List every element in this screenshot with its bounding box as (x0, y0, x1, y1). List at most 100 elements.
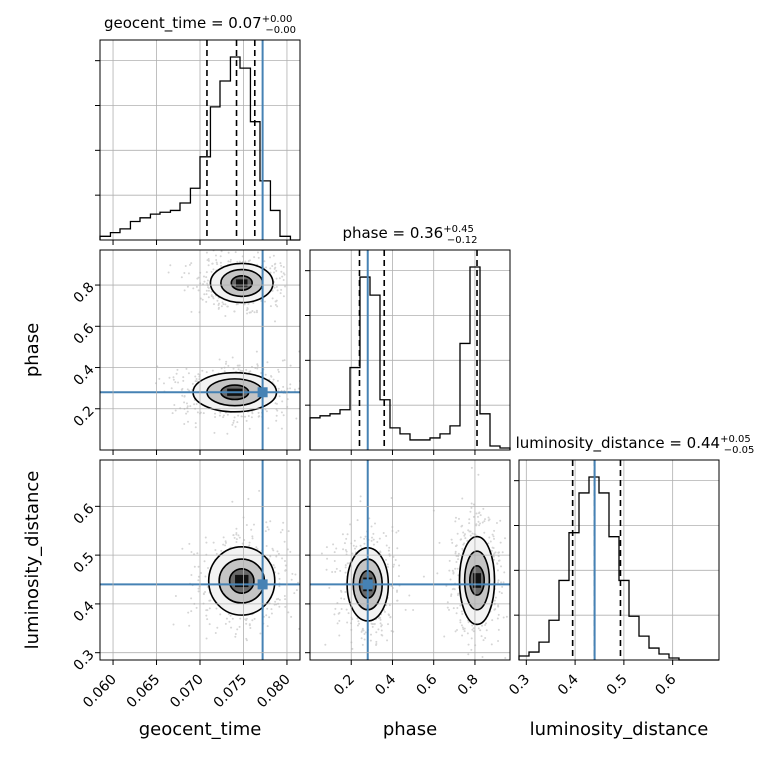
scatter-point (459, 538, 462, 541)
scatter-point (462, 628, 465, 631)
scatter-point (344, 549, 347, 552)
scatter-point (237, 534, 240, 537)
scatter-point (387, 613, 390, 616)
scatter-point (339, 569, 342, 572)
scatter-point (492, 535, 495, 538)
scatter-point (214, 415, 217, 418)
scatter-point (204, 536, 207, 539)
scatter-point (205, 293, 208, 296)
scatter-point (162, 382, 165, 385)
scatter-point (328, 586, 331, 589)
joint-grid (310, 460, 510, 660)
scatter-point (449, 578, 452, 581)
scatter-point (375, 640, 378, 643)
scatter-point (232, 421, 235, 424)
scatter-point (336, 622, 339, 625)
x-axis-label: geocent_time (139, 719, 262, 740)
scatter-point (271, 289, 274, 292)
scatter-point (448, 608, 451, 611)
scatter-point (273, 267, 276, 270)
scatter-point (482, 639, 485, 642)
scatter-point (246, 306, 249, 309)
scatter-point (476, 665, 478, 667)
scatter-point (325, 546, 328, 549)
scatter-point (379, 616, 382, 619)
x-tick-label: 0.6 (652, 671, 679, 698)
x-tick-label: 0.060 (80, 672, 120, 712)
scatter-point (281, 359, 284, 362)
scatter-point (281, 275, 284, 278)
scatter-point (168, 376, 171, 379)
scatter-point (451, 588, 454, 591)
scatter-point (253, 311, 256, 314)
scatter-point (256, 548, 259, 551)
scatter-point (476, 515, 479, 518)
x-tick-label: 0.065 (124, 672, 164, 712)
scatter-point (359, 662, 361, 664)
scatter-point (479, 522, 482, 525)
scatter-point (344, 571, 347, 574)
scatter-point (190, 551, 193, 554)
scatter-point (452, 572, 455, 575)
scatter-point (312, 380, 314, 382)
scatter-point (214, 412, 217, 415)
scatter-point (283, 540, 286, 543)
scatter-point (463, 630, 466, 633)
scatter-point (356, 617, 359, 620)
scatter-point (264, 373, 267, 376)
scatter-point (234, 251, 237, 254)
scatter-point (371, 625, 374, 628)
scatter-point (332, 543, 335, 546)
scatter-point (404, 608, 407, 611)
scatter-point (394, 558, 397, 561)
scatter-point (492, 546, 495, 549)
scatter-point (467, 621, 470, 624)
contour-line (228, 567, 255, 594)
scatter-point (224, 362, 227, 365)
scatter-point (451, 569, 454, 572)
scatter-point (196, 411, 199, 414)
scatter-point (259, 632, 262, 635)
scatter-point (197, 276, 200, 279)
contour-line (468, 565, 486, 596)
scatter-point (188, 624, 191, 627)
scatter-point (255, 546, 258, 549)
scatter-point (249, 370, 252, 373)
scatter-point (202, 593, 205, 596)
scatter-point (333, 613, 336, 616)
scatter-point (496, 562, 499, 565)
scatter-point (478, 511, 481, 514)
scatter-point (386, 639, 389, 642)
scatter-point (238, 260, 241, 263)
scatter-point (312, 532, 314, 534)
scatter-point (174, 381, 177, 384)
scatter-point (344, 566, 347, 569)
scatter-point (497, 559, 500, 562)
scatter-point (392, 555, 395, 558)
scatter-point (188, 263, 191, 266)
scatter-point (269, 271, 272, 274)
scatter-point (493, 558, 496, 561)
scatter-point (186, 388, 189, 391)
scatter-point (229, 614, 232, 617)
scatter-point (265, 545, 268, 548)
scatter-point (461, 524, 464, 527)
scatter-point (497, 613, 500, 616)
scatter-point (360, 630, 363, 633)
scatter-point (215, 261, 218, 264)
scatter-point (251, 310, 254, 313)
scatter-point (469, 530, 472, 533)
scatter-point (301, 625, 303, 627)
scatter-point (388, 604, 391, 607)
scatter-point (220, 264, 223, 267)
scatter-point (380, 625, 383, 628)
scatter-point (443, 635, 446, 638)
scatter-point (256, 363, 259, 366)
scatter-point (278, 277, 281, 280)
scatter-point (249, 259, 252, 262)
scatter-point (172, 378, 175, 381)
scatter-point (250, 416, 253, 419)
scatter-point (218, 358, 221, 361)
title-lower-error: −0.00 (265, 25, 296, 36)
scatter-point (483, 531, 486, 534)
